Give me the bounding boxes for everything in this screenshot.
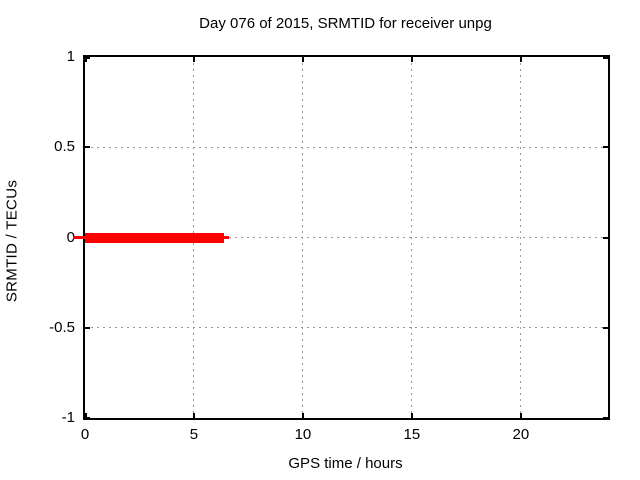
y-gridline [85, 237, 608, 238]
x-tick-label: 5 [189, 426, 199, 443]
y-tick-label: -1 [61, 409, 75, 426]
y-tick-left [85, 57, 90, 59]
x-tick-top [192, 57, 195, 62]
x-axis-label: GPS time / hours [288, 455, 403, 472]
x-tick-top [519, 57, 522, 62]
x-tick-label: 10 [294, 426, 312, 443]
x-tick-bottom [410, 413, 413, 418]
x-tick-label: 20 [512, 426, 530, 443]
y-tick-label: 0.5 [54, 138, 75, 156]
y-tick-right [603, 146, 608, 149]
y-tick-label: 0 [66, 228, 75, 246]
y-tick-right [603, 326, 608, 329]
x-tick-bottom [192, 413, 195, 418]
y-tick-left [85, 146, 90, 149]
y-tick-right [603, 417, 608, 419]
y-tick-right [603, 57, 608, 59]
y-tick-label: -0.5 [49, 318, 75, 336]
y-gridline [85, 327, 608, 329]
x-tick-top [410, 57, 413, 62]
x-tick-bottom [85, 413, 87, 418]
x-tick-label: 15 [403, 426, 421, 443]
x-tick-label: 0 [80, 426, 90, 443]
y-gridline [85, 146, 608, 148]
x-tick-bottom [301, 413, 304, 418]
x-tick-bottom [519, 413, 522, 418]
y-tick-left [85, 417, 90, 419]
x-tick-top [85, 57, 87, 62]
y-axis-label: SRMTID / TECUs [3, 179, 21, 303]
x-tick-top [301, 57, 304, 62]
data-line [85, 232, 225, 243]
y-tick-left [85, 326, 90, 329]
y-tick-right [603, 236, 608, 239]
plot-area: 0 5 10 15 20 1 0.5 0 -0.5 -1 [49, 48, 610, 443]
chart-title: Day 076 of 2015, SRMTID for receiver unp… [199, 15, 492, 32]
y-tick-label: 1 [66, 48, 75, 65]
